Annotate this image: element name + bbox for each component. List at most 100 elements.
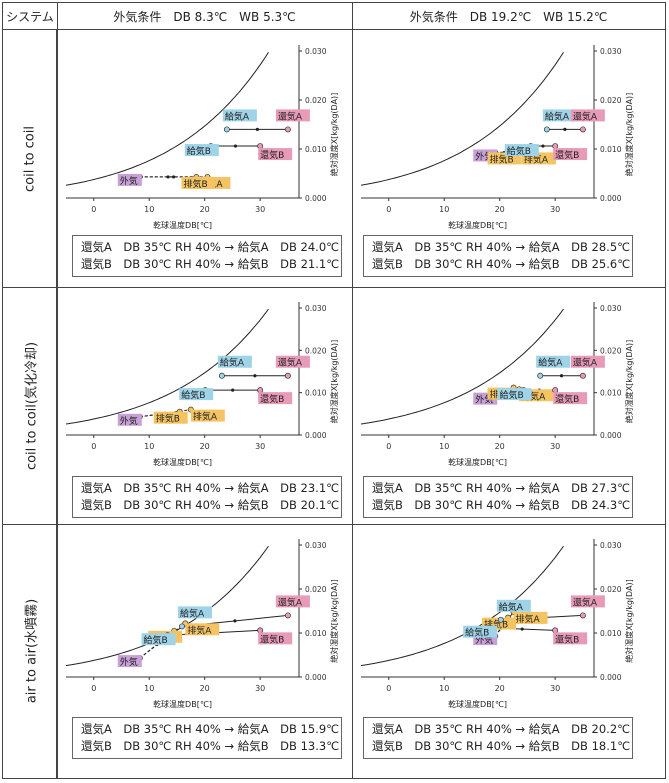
data-point	[257, 387, 264, 394]
data-point	[257, 627, 264, 634]
y-tick-label: 0.000	[305, 194, 327, 203]
result-box: 還気A DB 35℃ RH 40% → 給気A DB 15.9℃ 還気B DB …	[72, 717, 342, 759]
result-line-b: 還気B DB 30℃ RH 40% → 給気B DB 13.3℃	[81, 739, 340, 753]
data-point	[497, 616, 504, 623]
x-tick-label: 10	[144, 205, 154, 214]
point-label-box	[185, 623, 220, 636]
y-tick-label: 0.010	[600, 145, 622, 154]
result-line-b: 還気B DB 30℃ RH 40% → 給気B DB 21.1℃	[81, 257, 340, 271]
y-tick-label: 0.020	[305, 346, 327, 355]
point-label-box	[570, 355, 605, 368]
result-line-a: 還気A DB 35℃ RH 40% → 給気A DB 24.0℃	[81, 240, 340, 254]
point-label-box	[553, 632, 588, 645]
point-label-box	[504, 144, 539, 157]
y-tick-label: 0.010	[305, 629, 327, 638]
point-label-box	[497, 388, 532, 401]
process-arrow	[559, 374, 564, 378]
x-tick-label: 30	[550, 684, 560, 693]
point-label: 還気B	[555, 149, 579, 161]
data-point	[284, 372, 291, 379]
y-axis-label: 絶対湿度X[kg/kg(DA)]	[329, 579, 339, 663]
point-label: 還気A	[278, 110, 303, 122]
point-label-box	[275, 595, 310, 608]
x-tick-label: 20	[495, 684, 505, 693]
y-tick-label: 0.010	[305, 145, 327, 154]
psychrometric-chart: 0 10 20 30 0.000 0.010 0.020 0.030 乾球温度DB[℃] 絶対湿度…	[360, 539, 634, 709]
y-axis-label: 絶対湿度X[kg/kg(DA)]	[624, 579, 634, 663]
data-point	[218, 372, 225, 379]
result-line-a: 還気A DB 35℃ RH 40% → 給気A DB 28.5℃	[372, 240, 631, 254]
result-box: 還気A DB 35℃ RH 40% → 給気A DB 20.2℃ 還気B DB …	[363, 717, 633, 759]
row-label-coil-evap: coil to coil(気化冷却)	[3, 287, 57, 524]
y-tick-label: 0.020	[600, 585, 622, 594]
point-label: 還気A	[278, 596, 303, 608]
data-point	[552, 143, 559, 150]
result-line-b: 還気B DB 30℃ RH 40% → 給気B DB 25.6℃	[372, 257, 631, 271]
x-tick-label: 0	[91, 442, 96, 451]
point-label: 給気A	[538, 357, 563, 369]
point-label-box	[184, 144, 219, 157]
point-label-box	[275, 355, 310, 368]
y-tick-label: 0.020	[600, 96, 622, 105]
point-label-box	[542, 109, 577, 122]
x-tick-label: 10	[439, 442, 449, 451]
psychrometric-chart: 0 10 20 30 0.000 0.010 0.020 0.030 乾球温度DB[℃] 絶対湿度…	[65, 302, 339, 467]
result-line-b: 還気B DB 30℃ RH 40% → 給気B DB 24.3℃	[372, 498, 631, 512]
result-line-a: 還気A DB 35℃ RH 40% → 給気A DB 23.1℃	[81, 481, 340, 495]
point-label-box	[181, 176, 216, 189]
y-axis-label: 絶対湿度X[kg/kg(DA)]	[624, 93, 634, 177]
point-label: 給気B	[465, 627, 489, 639]
y-tick-label: 0.000	[305, 431, 327, 440]
x-tick-label: 20	[495, 442, 505, 451]
x-axis-label: 乾球温度DB[℃]	[448, 220, 507, 230]
data-point	[579, 612, 586, 619]
point-label: 還気B	[260, 149, 284, 161]
x-tick-label: 10	[439, 205, 449, 214]
saturation-curve	[360, 52, 564, 186]
point-label: 排気B	[490, 153, 514, 165]
x-axis-label: 乾球温度DB[℃]	[153, 699, 212, 709]
data-point	[284, 126, 291, 133]
header-condition-right: 外気条件 DB 19.2℃ WB 15.2℃	[352, 3, 665, 30]
process-arrow	[172, 175, 176, 179]
result-box: 還気A DB 35℃ RH 40% → 給気A DB 28.5℃ 還気B DB …	[363, 235, 633, 277]
data-point	[284, 612, 291, 619]
y-tick-label: 0.010	[305, 389, 327, 398]
x-tick-label: 0	[386, 205, 391, 214]
header-system: システム	[3, 3, 57, 30]
data-point	[552, 627, 559, 634]
point-label: 給気B	[507, 145, 531, 157]
y-tick-label: 0.030	[305, 541, 327, 550]
y-tick-label: 0.030	[600, 541, 622, 550]
point-label-box	[141, 633, 176, 646]
process-arrow	[541, 144, 545, 148]
chart-cell-3: 0 10 20 30 0.000 0.010 0.020 0.030 乾球温度DB[℃] 絶対湿度…	[58, 288, 352, 524]
point-label: 外気	[120, 415, 138, 427]
point-label: 給気A	[180, 607, 205, 619]
row-label-coil-to-coil: coil to coil	[3, 30, 57, 287]
y-tick-label: 0.030	[600, 304, 622, 313]
point-label: 還気B	[260, 393, 284, 405]
y-tick-label: 0.020	[600, 346, 622, 355]
y-tick-label: 0.020	[305, 96, 327, 105]
point-label: 外気	[120, 656, 138, 668]
y-axis-label: 絶対湿度X[kg/kg(DA)]	[624, 340, 634, 424]
point-label: 還気B	[555, 633, 579, 645]
x-axis-label: 乾球温度DB[℃]	[153, 457, 212, 467]
x-tick-label: 30	[550, 205, 560, 214]
point-label-box	[117, 655, 142, 668]
data-point	[257, 143, 264, 150]
saturation-curve	[360, 308, 564, 425]
point-label-box	[222, 109, 257, 122]
data-point	[543, 126, 550, 133]
result-line-b: 還気B DB 30℃ RH 40% → 給気B DB 18.1℃	[372, 739, 631, 753]
point-label: 排気A	[516, 613, 541, 625]
x-tick-label: 10	[144, 442, 154, 451]
data-point	[552, 387, 559, 394]
y-tick-label: 0.000	[305, 673, 327, 682]
y-tick-label: 0.010	[600, 629, 622, 638]
x-tick-label: 30	[550, 442, 560, 451]
point-label-box	[217, 355, 252, 368]
divider	[352, 3, 353, 778]
